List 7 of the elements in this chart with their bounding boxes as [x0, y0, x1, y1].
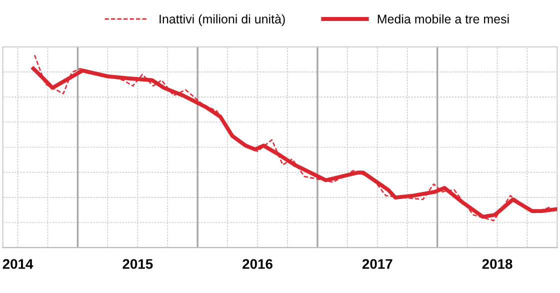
x-tick-label: 2016	[242, 259, 272, 269]
legend-label: Media mobile a tre mesi	[378, 14, 509, 24]
legend-label: Inattivi (milioni di unità)	[160, 14, 285, 26]
x-tick-label: 2014	[2, 259, 34, 269]
x-tick-label: 2018	[482, 259, 512, 269]
x-tick-label: 2015	[122, 259, 153, 269]
x-tick-label: 2017	[362, 259, 392, 269]
